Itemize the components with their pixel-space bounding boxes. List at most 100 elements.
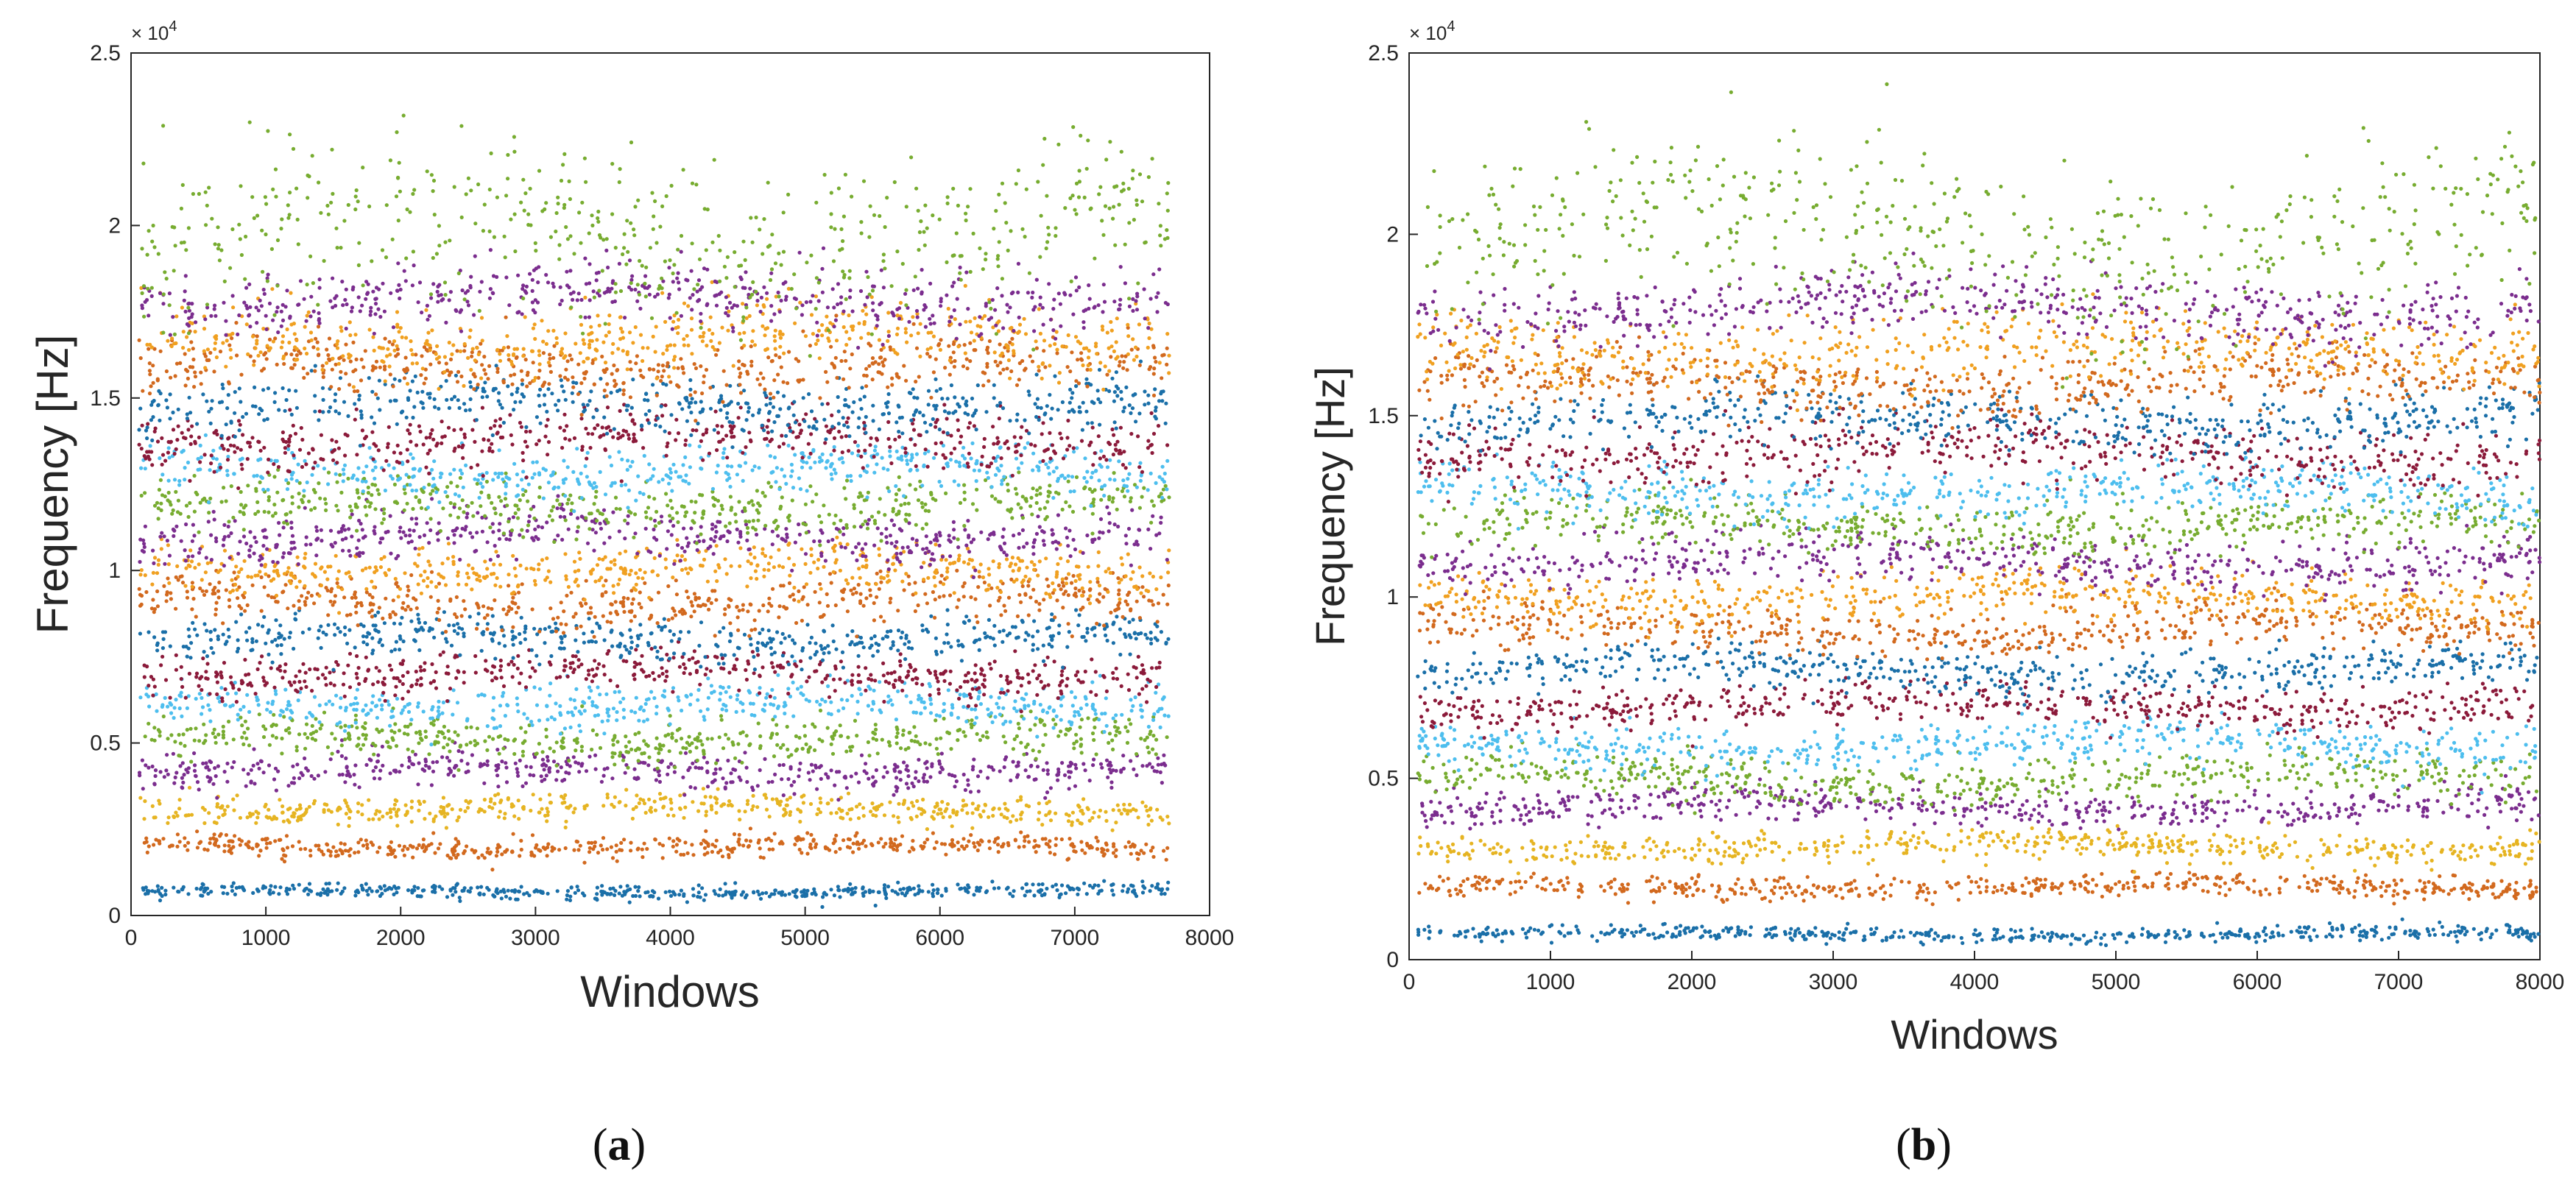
chart-a-point bbox=[548, 662, 553, 667]
chart-a-point bbox=[717, 735, 721, 740]
chart-a-point bbox=[637, 718, 641, 723]
chart-a-point bbox=[1111, 641, 1115, 645]
chart-a-point bbox=[685, 589, 689, 594]
chart-a-point bbox=[839, 659, 843, 664]
chart-a-point bbox=[237, 687, 241, 692]
chart-a-point bbox=[392, 892, 396, 896]
chart-a-point bbox=[1143, 804, 1148, 809]
chart-a-point bbox=[369, 840, 373, 845]
chart-a-point bbox=[542, 762, 546, 766]
chart-a-point bbox=[726, 737, 731, 741]
chart-a-point bbox=[356, 743, 361, 747]
chart-a-point bbox=[876, 840, 881, 845]
chart-a-point bbox=[830, 737, 835, 741]
chart-a-point bbox=[1089, 690, 1093, 694]
chart-a-point bbox=[1019, 817, 1023, 821]
chart-a-point bbox=[841, 838, 846, 843]
chart-a-point bbox=[1059, 556, 1063, 561]
chart-a-point bbox=[512, 590, 516, 595]
chart-a-point bbox=[272, 815, 276, 819]
chart-a-point bbox=[1129, 607, 1133, 612]
chart-a-point bbox=[481, 892, 486, 896]
chart-a-point bbox=[371, 682, 375, 687]
chart-a-point bbox=[972, 757, 976, 762]
chart-a-point bbox=[497, 641, 501, 645]
chart-a-point bbox=[864, 762, 868, 766]
chart-a-point bbox=[707, 607, 711, 612]
chart-a-point bbox=[444, 637, 448, 641]
chart-a-point bbox=[746, 798, 750, 803]
chart-a-point bbox=[250, 812, 255, 816]
chart-a-point bbox=[508, 896, 512, 901]
chart-a-point bbox=[600, 893, 604, 897]
chart-a-point bbox=[257, 854, 261, 858]
chart-a-point bbox=[548, 693, 552, 698]
chart-a-point bbox=[733, 756, 738, 760]
chart-a-point bbox=[177, 890, 181, 894]
chart-a-point bbox=[982, 673, 987, 678]
chart-a-point bbox=[1116, 606, 1121, 611]
chart-a-point bbox=[1027, 680, 1031, 685]
chart-a-points bbox=[137, 113, 1171, 909]
chart-a-point bbox=[328, 681, 333, 686]
chart-a-point bbox=[573, 570, 577, 574]
chart-a-point bbox=[230, 888, 235, 893]
chart-a-point bbox=[1026, 774, 1031, 779]
chart-a-point bbox=[186, 646, 191, 651]
chart-a-point bbox=[1064, 732, 1068, 737]
chart-a-point bbox=[490, 614, 495, 618]
chart-a-point bbox=[1073, 586, 1078, 591]
chart-a-point bbox=[344, 756, 348, 760]
chart-a-point bbox=[498, 562, 503, 567]
chart-a-point bbox=[1006, 808, 1010, 812]
chart-a-point bbox=[502, 816, 507, 821]
chart-a-point bbox=[277, 892, 281, 896]
chart-a-point bbox=[371, 648, 375, 653]
chart-a-point bbox=[1072, 849, 1076, 854]
chart-a-point bbox=[251, 763, 255, 768]
chart-a-point bbox=[215, 796, 219, 800]
chart-a-point bbox=[342, 886, 347, 890]
chart-a-point bbox=[150, 804, 155, 808]
chart-a-point bbox=[727, 670, 732, 675]
chart-a-point bbox=[197, 739, 202, 743]
chart-a-point bbox=[595, 666, 599, 670]
chart-a-point bbox=[590, 667, 595, 672]
chart-a-point bbox=[613, 762, 617, 767]
chart-a-point bbox=[852, 587, 856, 591]
chart-a-point bbox=[1086, 597, 1090, 602]
chart-a-point bbox=[917, 779, 921, 784]
chart-a-point bbox=[440, 562, 445, 566]
chart-a-point bbox=[1118, 601, 1122, 605]
chart-a-point bbox=[423, 817, 427, 821]
chart-a-point bbox=[474, 626, 479, 631]
chart-a-point bbox=[1031, 648, 1035, 653]
chart-a-point bbox=[292, 603, 296, 608]
chart-a-point bbox=[456, 852, 460, 857]
chart-a-point bbox=[654, 778, 659, 782]
chart-a-point bbox=[758, 674, 762, 679]
chart-a-point bbox=[547, 766, 552, 771]
chart-a-point bbox=[624, 744, 628, 749]
chart-a-point bbox=[757, 893, 761, 897]
chart-a-point bbox=[406, 670, 410, 675]
chart-a-point bbox=[772, 892, 777, 896]
chart-a-point bbox=[934, 713, 939, 718]
chart-a-point bbox=[1073, 695, 1078, 700]
chart-a-point bbox=[748, 839, 753, 843]
chart-a-point bbox=[497, 751, 501, 756]
chart-a-point bbox=[256, 703, 261, 707]
chart-a-point bbox=[310, 723, 314, 729]
chart-a-point bbox=[512, 814, 517, 818]
chart-a-point bbox=[794, 734, 798, 739]
chart-a-point bbox=[1129, 709, 1134, 713]
chart-a-point bbox=[445, 755, 450, 760]
chart-a-point bbox=[540, 757, 546, 762]
chart-a-point bbox=[787, 556, 791, 561]
chart-a-point bbox=[860, 640, 864, 645]
chart-a-point bbox=[595, 621, 599, 626]
chart-a-point bbox=[749, 807, 755, 812]
chart-a-point bbox=[845, 633, 850, 638]
chart-a-point bbox=[685, 900, 690, 904]
chart-a-point bbox=[898, 888, 903, 892]
